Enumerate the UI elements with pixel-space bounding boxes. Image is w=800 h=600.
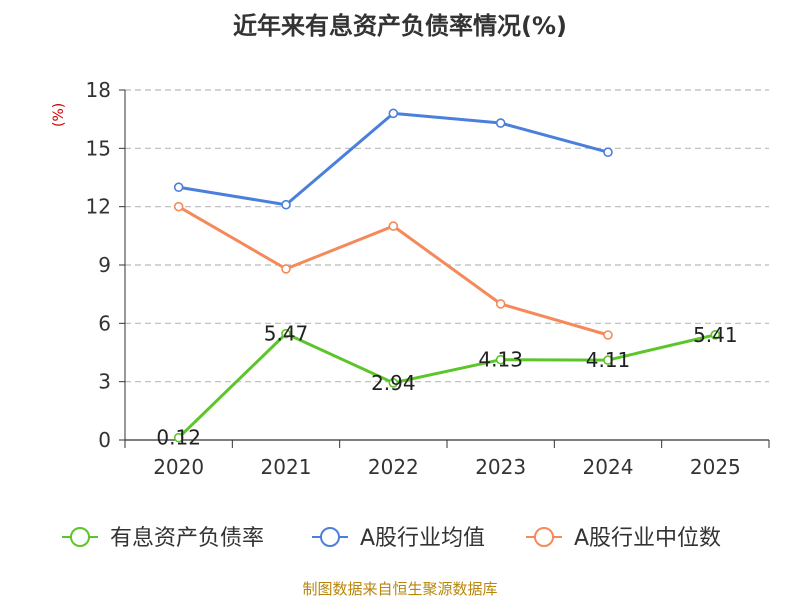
data-label: 2.94 — [371, 371, 416, 395]
legend-label: A股行业均值 — [360, 526, 485, 551]
grid-lines — [125, 89, 769, 383]
legend-marker — [320, 527, 340, 547]
data-point — [710, 330, 721, 340]
series-group — [173, 108, 721, 443]
data-label: 0.12 — [156, 426, 201, 450]
data-point — [603, 355, 613, 365]
data-point — [281, 199, 291, 210]
chart-title: 近年来有息资产负债率情况(%) — [233, 12, 567, 40]
data-point — [281, 328, 291, 339]
x-tick-label: 2023 — [475, 455, 526, 479]
data-label: 4.13 — [478, 348, 523, 372]
y-tick-label: 3 — [98, 370, 111, 394]
y-tick-label: 0 — [98, 428, 111, 452]
series-line — [178, 111, 609, 207]
data-point — [388, 221, 399, 231]
x-tick-label: 2021 — [261, 455, 312, 479]
series-line — [177, 332, 716, 439]
axes: 0 3 6 9 12 15 18 2020 2021 2022 2023 2024 2025 — [86, 78, 770, 479]
y-tick-label: 6 — [98, 311, 111, 335]
data-point — [495, 118, 506, 128]
data-labels: 0.12 5.47 2.94 4.13 4.11 5.41 — [156, 322, 737, 450]
legend-marker — [70, 527, 90, 547]
data-label: 5.41 — [693, 323, 738, 347]
data-point — [173, 182, 184, 193]
x-tick-label: 2022 — [368, 455, 419, 479]
data-point — [388, 108, 399, 119]
legend-label: 有息资产负债率 — [110, 526, 264, 551]
data-label: 4.11 — [586, 348, 631, 372]
y-tick-label: 18 — [86, 78, 111, 102]
y-tick-label: 9 — [98, 253, 111, 277]
x-tick-label: 2020 — [153, 455, 204, 479]
y-tick-label: 12 — [86, 195, 111, 219]
data-point — [173, 432, 184, 443]
y-tick-label: 15 — [86, 136, 111, 160]
source-note: 制图数据来自恒生聚源数据库 — [302, 580, 498, 598]
legend-label: A股行业中位数 — [574, 526, 721, 551]
legend-marker — [534, 527, 554, 547]
data-point — [603, 147, 613, 158]
data-label: 5.47 — [264, 322, 309, 346]
legend: 有息资产负债率 A股行业均值 A股行业中位数 — [62, 526, 721, 551]
data-point — [495, 299, 506, 309]
data-point — [603, 330, 613, 340]
data-point — [495, 354, 506, 365]
data-point — [281, 264, 291, 274]
x-tick-label: 2024 — [583, 455, 634, 479]
data-point — [173, 201, 184, 212]
data-point — [388, 378, 399, 388]
x-tick-label: 2025 — [690, 455, 741, 479]
